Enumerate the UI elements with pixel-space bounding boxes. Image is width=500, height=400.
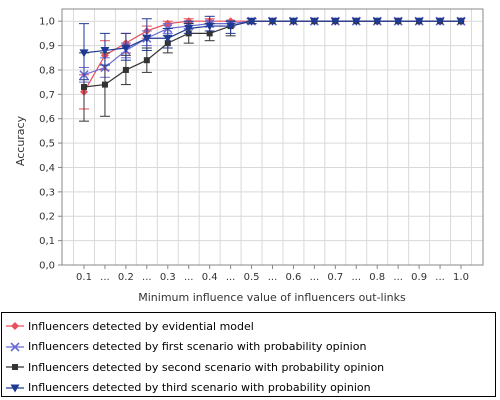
x-tick-label: 0.7 — [327, 272, 343, 283]
x-tick-label: 0.9 — [411, 272, 427, 283]
series-1 — [79, 17, 465, 110]
data-point — [247, 17, 257, 26]
legend: Influencers detected by evidential model… — [1, 312, 496, 397]
x-tick-label: ... — [393, 272, 403, 283]
data-point — [288, 17, 298, 26]
data-point — [330, 17, 340, 26]
data-point — [163, 34, 173, 43]
x-tick-label: ... — [352, 272, 362, 283]
legend-entry: Influencers detected by second scenario … — [6, 357, 384, 377]
data-point — [393, 17, 403, 26]
data-point — [268, 17, 277, 26]
data-point — [351, 17, 361, 26]
data-point — [121, 44, 131, 53]
data-point — [435, 17, 445, 26]
data-point — [10, 341, 20, 352]
data-point — [79, 49, 89, 58]
legend-label: Influencers detected by first scenario w… — [28, 340, 367, 353]
data-point — [414, 17, 424, 26]
legend-label: Influencers detected by second scenario … — [28, 360, 385, 374]
data-point — [10, 384, 20, 392]
y-tick-label: 0,3 — [39, 187, 55, 198]
x-tick-label: 0.1 — [76, 272, 92, 283]
y-tick-label: 1,0 — [39, 17, 55, 28]
data-point — [143, 57, 150, 64]
x-tick-label: 0.4 — [202, 272, 218, 283]
series-line — [83, 20, 461, 88]
x-tick-label: ... — [184, 272, 194, 283]
legend-swatch — [6, 322, 24, 330]
data-point — [122, 66, 129, 73]
y-tick-label: 0,4 — [39, 163, 55, 174]
tick-labels: 0,0 0,1 0,2 0,3 0,4 0,5 0,6 0,7 0,8 0,9 1,0 0.1... 0… — [39, 17, 469, 283]
data-point — [81, 84, 87, 91]
legend-label: Influencers detected by evidential model — [28, 319, 254, 333]
y-axis-title: Accuracy — [14, 115, 27, 166]
data-point — [142, 34, 152, 43]
data-point — [184, 25, 194, 34]
data-point — [11, 322, 19, 330]
y-tick-label: 0,9 — [39, 41, 55, 52]
data-point — [226, 22, 236, 31]
x-tick-label: ... — [100, 272, 110, 283]
legend-entry: Influencers detected by third scenario w… — [6, 378, 371, 398]
x-tick-label: 0.5 — [244, 272, 260, 283]
series-2 — [79, 16, 466, 83]
legend-swatch — [6, 364, 24, 370]
legend-swatch — [6, 384, 24, 392]
x-tick-label: 0.8 — [369, 272, 385, 283]
y-tick-label: 0,8 — [39, 65, 55, 76]
data-point — [206, 30, 213, 37]
data-point — [100, 46, 110, 55]
axes — [58, 8, 484, 269]
legend-swatch — [6, 341, 24, 352]
series-4 — [79, 15, 466, 81]
y-tick-label: 0,2 — [39, 212, 55, 223]
x-tick-label: 1.0 — [453, 272, 469, 283]
legend-entry: Influencers detected by evidential model — [6, 316, 254, 336]
series-line — [83, 20, 461, 93]
legend-label: Influencers detected by third scenario w… — [28, 381, 371, 394]
series-layer — [79, 15, 466, 122]
x-tick-label: ... — [142, 272, 152, 283]
x-tick-label: 0.6 — [285, 272, 301, 283]
data-point — [101, 81, 108, 88]
data-point — [456, 17, 466, 26]
y-tick-label: 0,7 — [39, 90, 55, 101]
data-point — [12, 364, 18, 370]
y-tick-label: 0,6 — [39, 114, 55, 125]
y-tick-label: 0,5 — [39, 139, 55, 150]
series-line — [83, 20, 461, 76]
data-point — [372, 17, 382, 26]
y-tick-label: 0,0 — [39, 261, 55, 272]
x-tick-label: ... — [268, 272, 278, 283]
x-tick-label: ... — [435, 272, 445, 283]
legend-entry: Influencers detected by first scenario w… — [6, 337, 366, 357]
x-tick-label: 0.2 — [118, 272, 134, 283]
x-axis-title: Minimum influence value of influencers o… — [138, 291, 406, 304]
data-point — [309, 17, 319, 26]
series-line — [83, 20, 461, 54]
grid — [62, 9, 483, 266]
data-point — [205, 22, 215, 31]
x-tick-label: 0.3 — [160, 272, 176, 283]
x-tick-label: ... — [310, 272, 320, 283]
y-tick-label: 0,1 — [39, 236, 55, 247]
x-tick-label: ... — [226, 272, 236, 283]
